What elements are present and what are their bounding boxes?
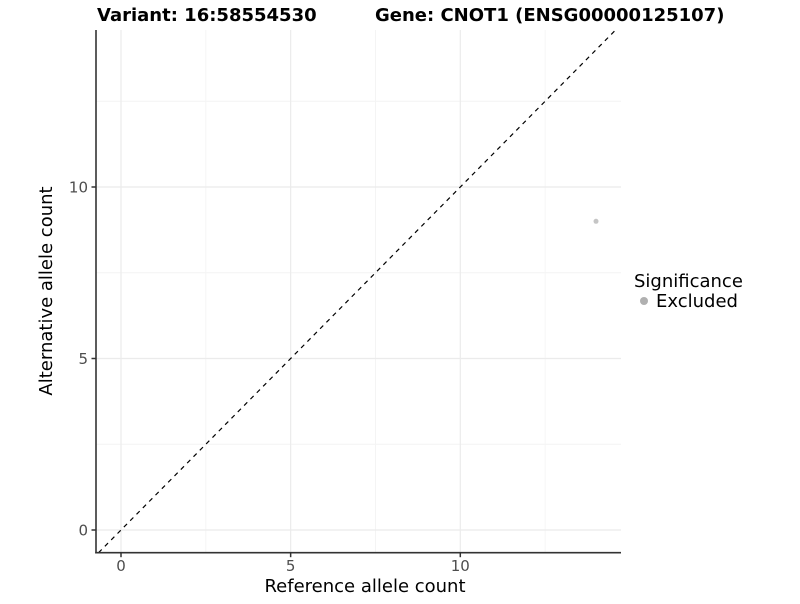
y-tick-label: 5 — [78, 350, 88, 368]
data-points — [593, 218, 599, 224]
plot-title-gene: Gene: CNOT1 (ENSG00000125107) — [375, 5, 724, 26]
legend-entry-label: Excluded — [656, 291, 738, 312]
y-tick-label: 10 — [69, 179, 88, 197]
identity-line — [98, 29, 617, 554]
scatter-point — [593, 218, 599, 224]
x-axis-title: Reference allele count — [264, 576, 465, 597]
axis-tick-labels: 0 5 10 0 5 10 — [69, 179, 470, 576]
legend-key-circle-icon — [640, 297, 648, 305]
legend: Significance Excluded — [634, 271, 743, 312]
identity-reference-line — [98, 29, 617, 554]
y-tick-label: 0 — [78, 522, 88, 540]
y-axis-title: Alternative allele count — [36, 186, 57, 395]
gridlines-minor — [96, 30, 621, 553]
gridlines-major — [96, 30, 621, 553]
plot-title-variant: Variant: 16:58554530 — [97, 5, 317, 26]
x-tick-label: 5 — [286, 557, 296, 575]
legend-title: Significance — [634, 271, 743, 292]
axis-ticks — [91, 186, 462, 558]
x-tick-label: 10 — [451, 557, 470, 575]
x-tick-label: 0 — [116, 557, 126, 575]
axis-lines — [95, 30, 621, 554]
